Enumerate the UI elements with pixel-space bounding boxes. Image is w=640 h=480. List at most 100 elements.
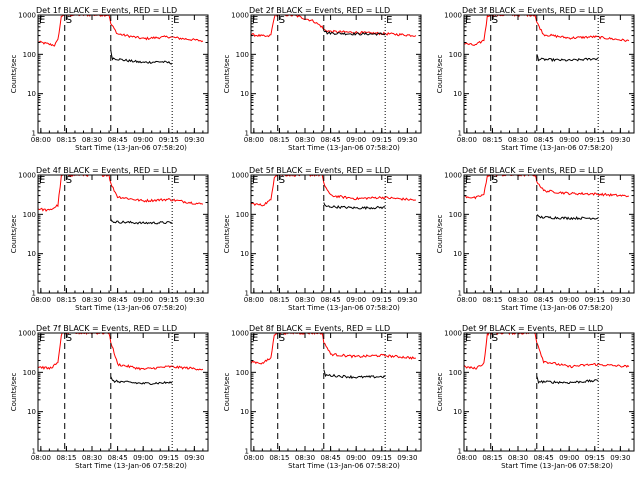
x-axis-label: Start Time (13-Jan-06 07:58:20) xyxy=(288,144,400,152)
x-tick-label: 09:15 xyxy=(585,296,605,304)
x-tick-label: 08:00 xyxy=(244,296,264,304)
y-tick-label: 1 xyxy=(32,290,36,298)
chart-title: Det 9f BLACK = Events, RED = LLD xyxy=(462,324,603,333)
x-axis-label: Start Time (13-Jan-06 07:58:20) xyxy=(75,304,187,312)
x-tick-label: 09:00 xyxy=(559,136,579,144)
x-tick-label: 08:15 xyxy=(269,136,289,144)
plot-frame xyxy=(250,174,422,294)
y-axis-label: Counts/sec xyxy=(223,55,231,94)
x-tick-label: 09:30 xyxy=(610,136,630,144)
x-tick-label: 09:15 xyxy=(585,454,605,462)
lld-trace xyxy=(38,175,204,212)
x-axis-label: Start Time (13-Jan-06 07:58:20) xyxy=(501,462,613,470)
chart-title: Det 7f BLACK = Events, RED = LLD xyxy=(36,324,177,333)
y-axis-label: Counts/sec xyxy=(10,215,18,254)
y-tick-label: 10 xyxy=(453,408,462,416)
x-tick-label: 09:30 xyxy=(397,454,417,462)
x-tick-label: 08:45 xyxy=(108,136,128,144)
events-trace xyxy=(536,214,599,221)
x-tick-label: 09:15 xyxy=(372,454,392,462)
x-tick-label: 08:30 xyxy=(508,136,528,144)
x-tick-label: 09:15 xyxy=(159,136,179,144)
x-tick-label: 08:30 xyxy=(82,296,102,304)
x-axis-label: Start Time (13-Jan-06 07:58:20) xyxy=(288,304,400,312)
x-tick-label: 09:30 xyxy=(184,296,204,304)
start-marker-label: S xyxy=(279,333,285,344)
y-tick-label: 1000 xyxy=(18,330,36,338)
start-marker-label: S xyxy=(279,175,285,186)
y-tick-label: 1000 xyxy=(18,172,36,180)
x-tick-label: 09:30 xyxy=(184,454,204,462)
end-marker-label: E xyxy=(599,15,605,26)
edge-e-marker: E xyxy=(39,333,45,344)
x-axis-label: Start Time (13-Jan-06 07:58:20) xyxy=(501,144,613,152)
events-trace xyxy=(110,376,173,386)
y-tick-label: 1000 xyxy=(231,330,249,338)
chart-title: Det 2f BLACK = Events, RED = LLD xyxy=(249,6,390,15)
x-tick-label: 09:00 xyxy=(346,136,366,144)
chart-title: Det 6f BLACK = Events, RED = LLD xyxy=(462,166,603,175)
x-tick-label: 08:15 xyxy=(482,454,502,462)
end-marker-label: E xyxy=(173,175,179,186)
y-tick-label: 1000 xyxy=(444,172,462,180)
x-tick-label: 09:00 xyxy=(559,296,579,304)
start-marker-label: S xyxy=(279,15,285,26)
end-marker-label: E xyxy=(386,333,392,344)
y-tick-label: 10 xyxy=(240,408,249,416)
end-marker-label: E xyxy=(599,175,605,186)
y-tick-label: 10 xyxy=(453,250,462,258)
x-tick-label: 09:00 xyxy=(133,296,153,304)
chart-title: Det 3f BLACK = Events, RED = LLD xyxy=(462,6,603,15)
x-tick-label: 08:30 xyxy=(508,454,528,462)
plot-frame xyxy=(463,332,635,452)
x-tick-label: 08:00 xyxy=(31,296,51,304)
start-marker-label: S xyxy=(492,333,498,344)
plot-frame xyxy=(37,14,209,134)
y-tick-label: 1000 xyxy=(444,12,462,20)
lld-trace xyxy=(464,15,630,46)
y-axis-label: Counts/sec xyxy=(436,215,444,254)
x-tick-label: 09:00 xyxy=(346,296,366,304)
x-tick-label: 09:30 xyxy=(397,136,417,144)
events-trace xyxy=(323,369,386,379)
x-tick-label: 08:15 xyxy=(56,454,76,462)
plot-frame xyxy=(463,14,635,134)
x-tick-label: 09:15 xyxy=(159,296,179,304)
start-marker-label: S xyxy=(66,15,72,26)
x-tick-label: 08:30 xyxy=(508,296,528,304)
y-tick-label: 10 xyxy=(27,408,36,416)
x-tick-label: 08:00 xyxy=(31,136,51,144)
y-axis-label: Counts/sec xyxy=(223,215,231,254)
edge-e-marker: E xyxy=(252,333,258,344)
x-tick-label: 08:45 xyxy=(321,454,341,462)
x-tick-label: 09:30 xyxy=(610,296,630,304)
y-tick-label: 100 xyxy=(236,369,249,377)
y-tick-label: 10 xyxy=(240,90,249,98)
x-tick-label: 08:00 xyxy=(457,296,477,304)
y-tick-label: 1 xyxy=(32,130,36,138)
events-trace xyxy=(323,202,386,210)
y-tick-label: 1 xyxy=(458,130,462,138)
x-tick-label: 08:00 xyxy=(457,136,477,144)
x-tick-label: 08:45 xyxy=(534,454,554,462)
x-tick-label: 09:30 xyxy=(397,296,417,304)
x-axis-label: Start Time (13-Jan-06 07:58:20) xyxy=(501,304,613,312)
edge-e-marker: E xyxy=(252,15,258,26)
y-tick-label: 10 xyxy=(453,90,462,98)
y-tick-label: 1 xyxy=(245,130,249,138)
x-tick-label: 08:30 xyxy=(82,454,102,462)
x-tick-label: 09:00 xyxy=(559,454,579,462)
y-tick-label: 1000 xyxy=(231,12,249,20)
x-tick-label: 08:45 xyxy=(321,136,341,144)
x-tick-label: 09:00 xyxy=(346,454,366,462)
edge-e-marker: E xyxy=(465,175,471,186)
x-tick-label: 09:15 xyxy=(159,454,179,462)
x-tick-label: 09:30 xyxy=(610,454,630,462)
lld-trace xyxy=(251,15,417,38)
end-marker-label: E xyxy=(173,15,179,26)
